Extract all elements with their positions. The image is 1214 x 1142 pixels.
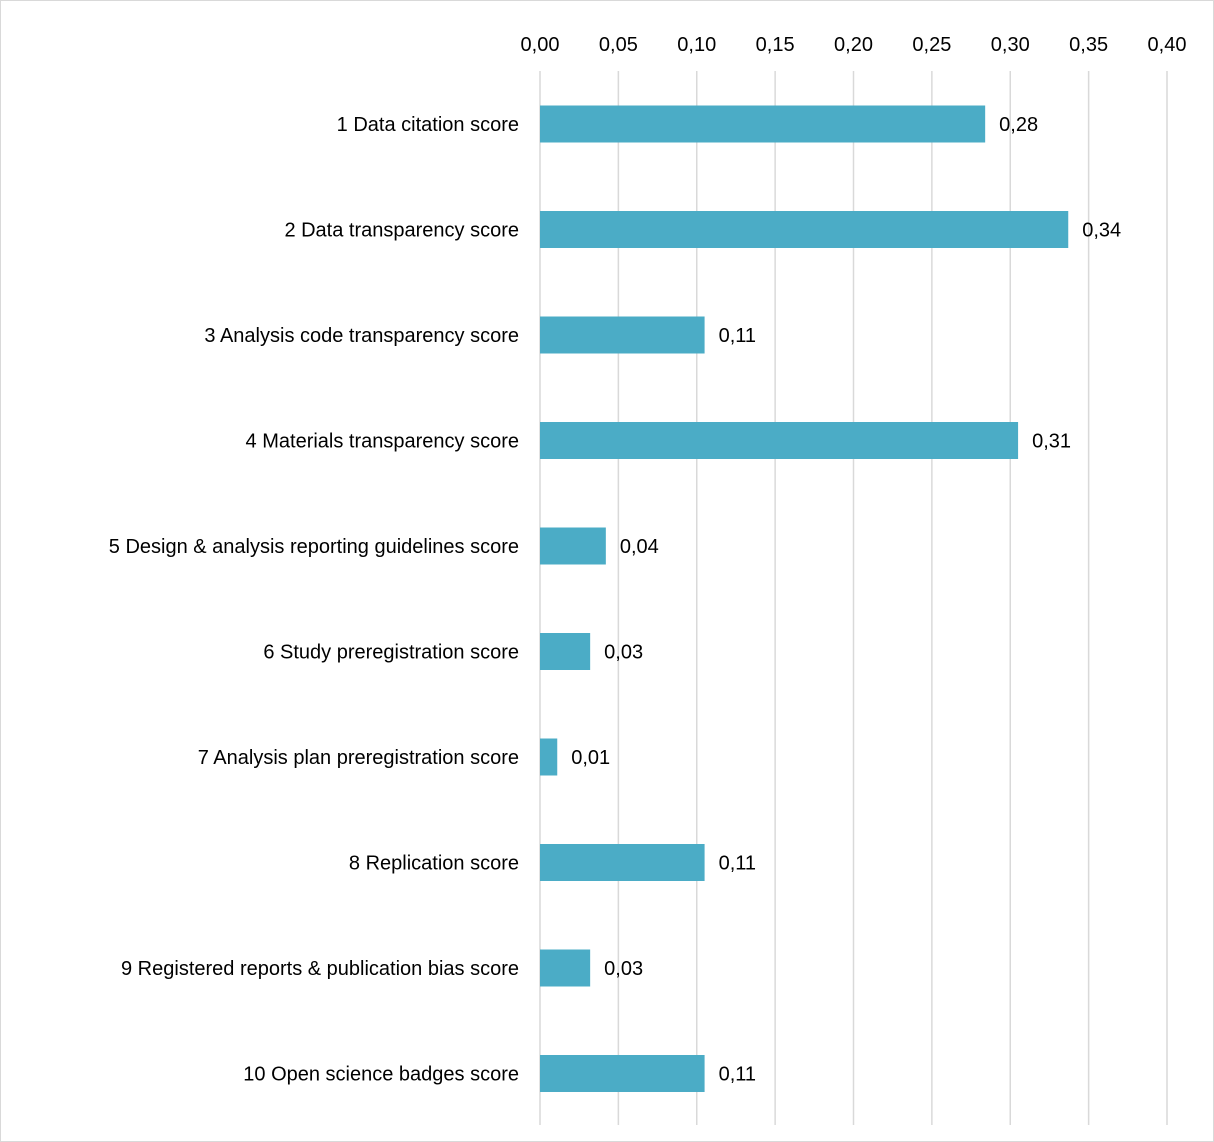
x-tick-label: 0,35 bbox=[1069, 34, 1108, 56]
data-label: 0,34 bbox=[1082, 220, 1121, 242]
x-tick-label: 0,00 bbox=[521, 34, 560, 56]
category-label: 9 Registered reports & publication bias … bbox=[121, 958, 519, 980]
x-tick-label: 0,10 bbox=[677, 34, 716, 56]
data-label: 0,28 bbox=[999, 114, 1038, 136]
category-label: 5 Design & analysis reporting guidelines… bbox=[109, 536, 519, 558]
bar bbox=[540, 949, 591, 987]
data-label: 0,01 bbox=[571, 747, 610, 769]
bar bbox=[540, 316, 705, 354]
category-label: 8 Replication score bbox=[349, 853, 519, 875]
bar bbox=[540, 527, 606, 565]
data-label: 0,11 bbox=[719, 1064, 756, 1086]
category-label: 3 Analysis code transparency score bbox=[204, 325, 519, 347]
bars bbox=[540, 105, 1069, 1092]
data-label: 0,04 bbox=[620, 536, 659, 558]
data-label: 0,31 bbox=[1032, 431, 1071, 453]
data-label: 0,03 bbox=[604, 958, 643, 980]
bar bbox=[540, 1055, 705, 1092]
x-tick-label: 0,15 bbox=[756, 34, 795, 56]
data-label: 0,11 bbox=[719, 853, 756, 875]
category-label: 4 Materials transparency score bbox=[246, 431, 519, 453]
bar bbox=[540, 422, 1019, 459]
data-labels: 0,28 0,34 0,11 0,31 0,04 0,03 0,01 0,11 0,03 0,11 bbox=[571, 114, 1121, 1086]
category-label: 6 Study preregistration score bbox=[263, 642, 519, 664]
category-labels: 1 Data citation score 2 Data transparency… bbox=[109, 114, 519, 1086]
bar bbox=[540, 211, 1069, 248]
bar bbox=[540, 738, 558, 776]
x-axis-tick-labels: 0,00 0,05 0,10 0,15 0,20 0,25 0,30 0,35 0,40 bbox=[521, 34, 1187, 56]
bar bbox=[540, 105, 986, 143]
data-label: 0,03 bbox=[604, 642, 643, 664]
category-label: 7 Analysis plan preregistration score bbox=[198, 747, 519, 769]
bar bbox=[540, 844, 705, 881]
bar bbox=[540, 633, 591, 670]
x-tick-label: 0,20 bbox=[834, 34, 873, 56]
x-tick-label: 0,40 bbox=[1148, 34, 1187, 56]
category-label: 1 Data citation score bbox=[337, 114, 519, 136]
data-label: 0,11 bbox=[719, 325, 756, 347]
x-tick-label: 0,25 bbox=[912, 34, 951, 56]
category-label: 2 Data transparency score bbox=[284, 220, 519, 242]
category-label: 10 Open science badges score bbox=[243, 1064, 519, 1086]
x-tick-label: 0,05 bbox=[599, 34, 638, 56]
x-tick-label: 0,30 bbox=[991, 34, 1030, 56]
